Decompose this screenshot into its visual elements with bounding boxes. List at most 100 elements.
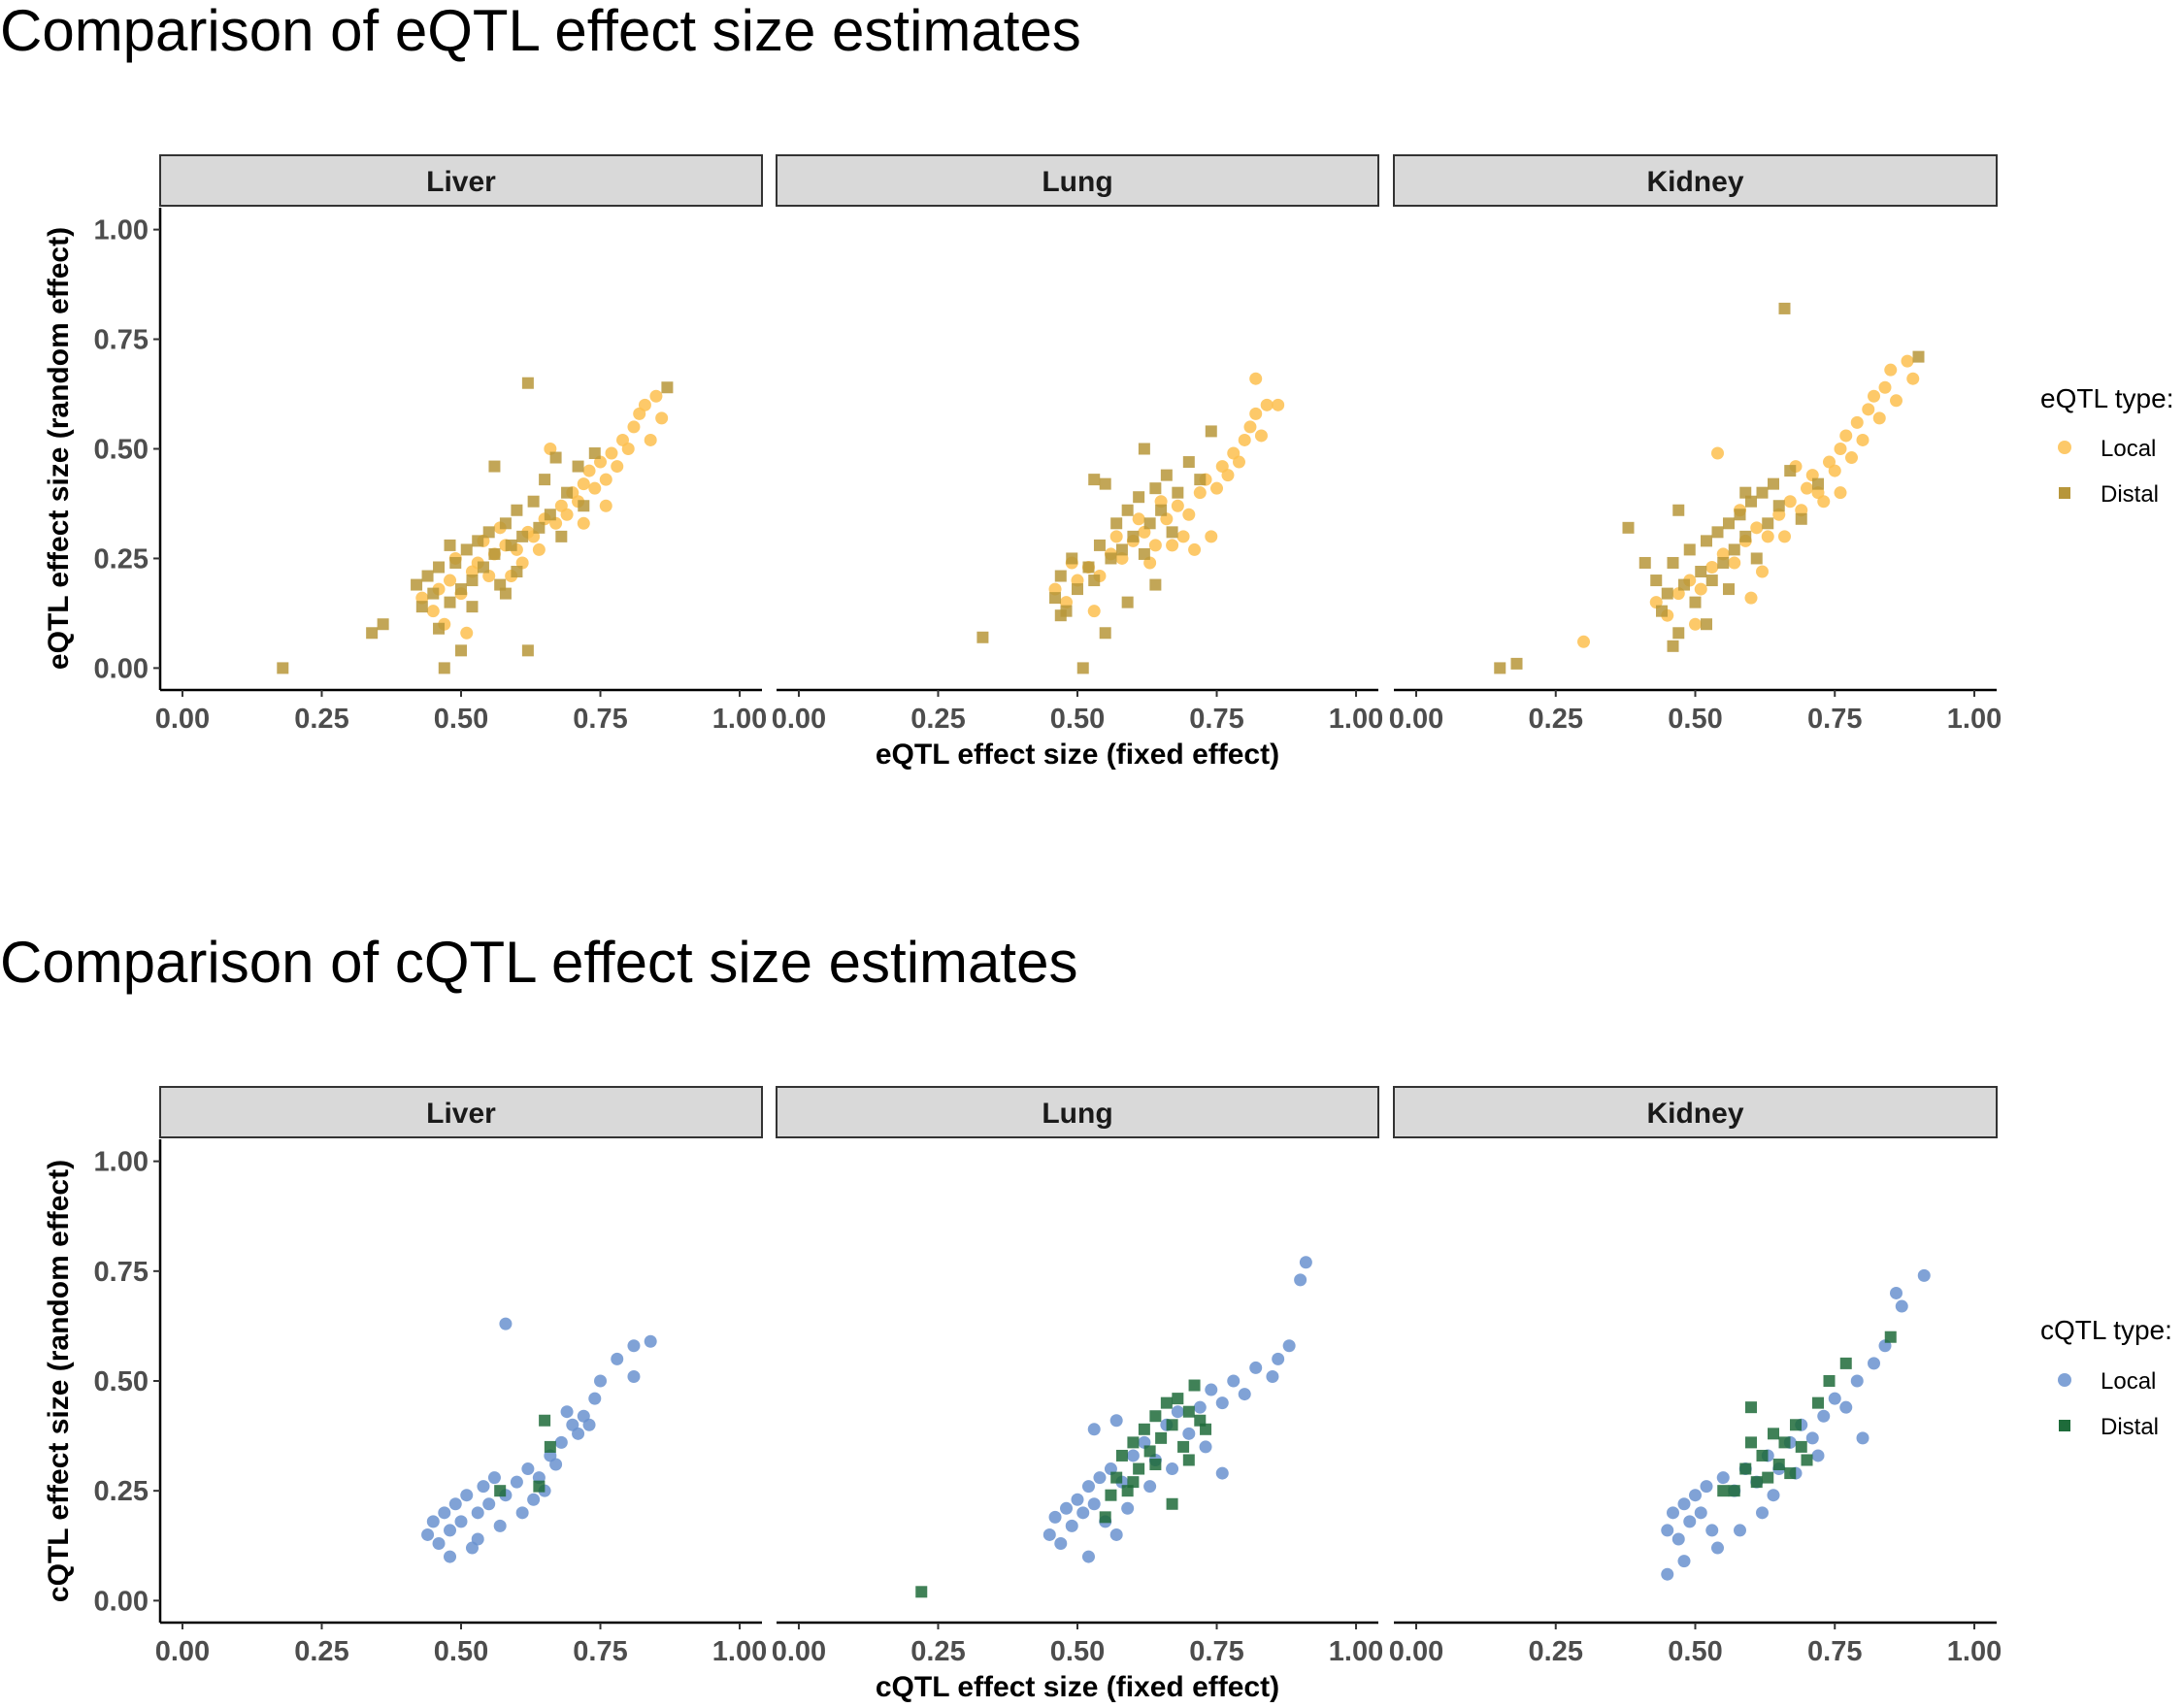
data-point-local bbox=[1750, 521, 1764, 535]
data-point-distal bbox=[544, 509, 556, 521]
data-point-local bbox=[1856, 1431, 1870, 1445]
data-point-local bbox=[1783, 495, 1797, 509]
data-point-local bbox=[1677, 1497, 1691, 1511]
data-point-distal bbox=[1166, 1419, 1178, 1431]
data-point-local bbox=[1087, 1423, 1101, 1436]
data-point-distal bbox=[415, 601, 428, 613]
data-point-distal bbox=[1143, 1445, 1156, 1458]
data-point-distal bbox=[1745, 1401, 1757, 1414]
data-point-local bbox=[582, 464, 596, 477]
data-point-distal bbox=[1160, 1396, 1173, 1409]
data-point-local bbox=[611, 1352, 624, 1365]
series-local bbox=[1042, 1256, 1312, 1563]
data-point-distal bbox=[1768, 1428, 1779, 1440]
chart-title: Comparison of eQTL effect size estimates bbox=[0, 0, 1081, 63]
data-point-local bbox=[1109, 1414, 1123, 1428]
data-point-distal bbox=[377, 618, 389, 631]
data-point-local bbox=[448, 1497, 462, 1511]
data-point-local bbox=[515, 1506, 529, 1520]
data-point-local bbox=[1238, 433, 1251, 446]
x-tick-label: 0.75 bbox=[1807, 1636, 1862, 1667]
data-point-local bbox=[549, 1458, 563, 1471]
data-point-distal bbox=[1149, 1410, 1162, 1423]
data-point-distal bbox=[494, 1485, 507, 1497]
strip bbox=[776, 154, 1379, 207]
y-tick-label: 0.00 bbox=[94, 653, 149, 684]
data-point-distal bbox=[472, 535, 484, 547]
data-point-local bbox=[1705, 560, 1719, 574]
data-point-distal bbox=[1701, 535, 1712, 547]
x-tick-label: 0.50 bbox=[434, 704, 488, 735]
data-point-distal bbox=[561, 486, 574, 499]
data-point-distal bbox=[1728, 543, 1740, 556]
x-tick-label: 0.00 bbox=[155, 1636, 210, 1667]
data-point-local bbox=[432, 1537, 446, 1551]
data-point-local bbox=[560, 508, 574, 521]
strip-label: Liver bbox=[426, 1098, 496, 1130]
data-point-local bbox=[1890, 394, 1903, 408]
data-point-distal bbox=[549, 451, 562, 464]
data-point-distal bbox=[1105, 1489, 1117, 1501]
x-axis-title: eQTL effect size (fixed effect) bbox=[876, 739, 1279, 771]
data-point-distal bbox=[661, 381, 674, 394]
data-point-distal bbox=[1177, 1440, 1190, 1453]
data-point-local bbox=[1850, 1374, 1864, 1388]
data-point-distal bbox=[1728, 1485, 1740, 1497]
x-tick-label: 0.25 bbox=[1529, 1636, 1583, 1667]
data-point-distal bbox=[277, 662, 289, 674]
data-point-local bbox=[1917, 1268, 1931, 1282]
data-point-distal bbox=[555, 530, 568, 542]
y-tick-label: 1.00 bbox=[94, 215, 149, 246]
data-point-local bbox=[644, 1334, 657, 1348]
data-point-local bbox=[471, 1532, 484, 1546]
y-tick-label: 0.25 bbox=[94, 543, 149, 575]
x-tick-label: 0.50 bbox=[434, 1636, 488, 1667]
data-point-distal bbox=[1667, 556, 1679, 569]
data-point-distal bbox=[1127, 530, 1140, 542]
data-point-local bbox=[1148, 539, 1162, 552]
data-point-local bbox=[1671, 1532, 1685, 1546]
data-point-distal bbox=[1194, 474, 1207, 486]
data-point-distal bbox=[1121, 504, 1134, 516]
data-point-distal bbox=[1734, 509, 1746, 521]
data-point-local bbox=[1272, 1352, 1285, 1365]
data-point-distal bbox=[411, 578, 423, 591]
data-point-local bbox=[1839, 429, 1853, 443]
data-point-distal bbox=[1099, 477, 1111, 490]
x-tick-label: 0.25 bbox=[1529, 704, 1583, 735]
data-point-distal bbox=[1105, 552, 1117, 565]
data-point-distal bbox=[1689, 596, 1702, 608]
data-point-local bbox=[1834, 486, 1847, 500]
data-point-distal bbox=[477, 561, 489, 574]
data-point-distal bbox=[1705, 575, 1718, 587]
data-point-local bbox=[532, 542, 546, 556]
data-point-distal bbox=[1739, 1462, 1752, 1475]
data-point-distal bbox=[1149, 482, 1162, 495]
data-point-local bbox=[1205, 530, 1218, 543]
data-point-local bbox=[1828, 1392, 1841, 1405]
data-point-distal bbox=[1066, 552, 1078, 565]
data-point-local bbox=[1109, 1527, 1123, 1541]
data-point-distal bbox=[1756, 486, 1769, 499]
data-point-distal bbox=[1801, 1454, 1813, 1466]
x-tick-label: 0.75 bbox=[1807, 704, 1862, 735]
data-point-local bbox=[1221, 469, 1235, 482]
data-point-distal bbox=[1656, 605, 1668, 617]
data-point-local bbox=[1734, 1524, 1746, 1537]
data-point-local bbox=[644, 433, 657, 446]
y-tick-label: 0.00 bbox=[94, 1586, 149, 1617]
data-point-distal bbox=[433, 622, 446, 635]
data-point-local bbox=[1817, 495, 1831, 509]
data-point-local bbox=[1834, 443, 1847, 455]
data-point-local bbox=[421, 1527, 435, 1541]
data-point-distal bbox=[1115, 543, 1128, 556]
data-point-local bbox=[1254, 429, 1268, 443]
legend-title: cQTL type: bbox=[2040, 1315, 2172, 1345]
data-point-local bbox=[1294, 1273, 1307, 1287]
chart-title: Comparison of cQTL effect size estimates bbox=[0, 930, 1077, 995]
data-point-local bbox=[1711, 446, 1724, 460]
data-point-local bbox=[1065, 1519, 1078, 1532]
data-point-distal bbox=[499, 517, 512, 530]
data-point-local bbox=[1227, 1374, 1241, 1388]
